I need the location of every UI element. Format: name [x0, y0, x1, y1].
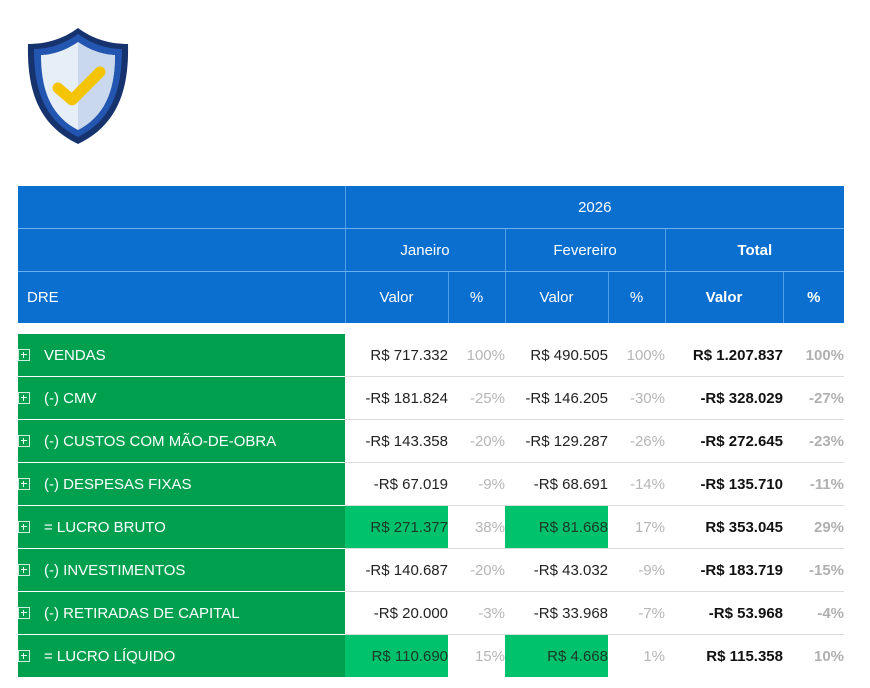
month-header-fevereiro[interactable]: Fevereiro: [504, 228, 665, 272]
cell-jan-pct: -20%: [448, 419, 505, 463]
table-row-cmv: (-) CMV -R$ 181.824 -25% -R$ 146.205 -30…: [18, 376, 845, 420]
col-header-valor-total[interactable]: Valor: [664, 271, 783, 323]
cell-total-valor: -R$ 53.968: [665, 591, 783, 635]
table-row-retiradas-de-capital: (-) RETIRADAS DE CAPITAL -R$ 20.000 -3% …: [18, 591, 845, 635]
col-header-pct-total[interactable]: %: [782, 271, 845, 323]
cell-total-valor: R$ 353.045: [665, 505, 783, 549]
table-row-investimentos: (-) INVESTIMENTOS -R$ 140.687 -20% -R$ 4…: [18, 548, 845, 592]
cell-jan-pct: 38%: [448, 505, 505, 549]
cell-jan-pct: 15%: [448, 634, 505, 677]
cell-feb-valor: -R$ 68.691: [505, 462, 608, 506]
cell-feb-pct: 17%: [608, 505, 665, 549]
cell-feb-pct: 100%: [608, 334, 665, 377]
cell-total-pct: -4%: [783, 591, 845, 635]
cell-jan-valor: R$ 717.332: [345, 334, 448, 377]
total-header[interactable]: Total: [664, 228, 845, 272]
cell-feb-pct: -7%: [608, 591, 665, 635]
col-header-pct-feb[interactable]: %: [607, 271, 665, 323]
shield-check-logo: [22, 24, 134, 148]
table-row-lucro-bruto: = LUCRO BRUTO R$ 271.377 38% R$ 81.668 1…: [18, 505, 845, 549]
cell-feb-valor: -R$ 129.287: [505, 419, 608, 463]
cell-jan-valor: -R$ 67.019: [345, 462, 448, 506]
header-corner: [18, 186, 345, 229]
year-header[interactable]: 2026: [344, 186, 845, 229]
expand-icon[interactable]: [18, 434, 30, 447]
cell-feb-valor: -R$ 146.205: [505, 376, 608, 420]
cell-total-valor: -R$ 135.710: [665, 462, 783, 506]
cell-jan-pct: -25%: [448, 376, 505, 420]
cell-jan-valor: -R$ 140.687: [345, 548, 448, 592]
cell-feb-valor: R$ 490.505: [505, 334, 608, 377]
cell-feb-pct: -26%: [608, 419, 665, 463]
table-row-despesas-fixas: (-) DESPESAS FIXAS -R$ 67.019 -9% -R$ 68…: [18, 462, 845, 506]
cell-total-pct: -27%: [783, 376, 845, 420]
cell-jan-valor: -R$ 143.358: [345, 419, 448, 463]
cell-total-pct: -15%: [783, 548, 845, 592]
cell-jan-pct: -9%: [448, 462, 505, 506]
expand-icon[interactable]: [18, 563, 30, 576]
cell-feb-valor: -R$ 43.032: [505, 548, 608, 592]
cell-total-pct: 29%: [783, 505, 845, 549]
row-label[interactable]: (-) RETIRADAS DE CAPITAL: [18, 591, 345, 635]
expand-icon[interactable]: [18, 391, 30, 404]
expand-icon[interactable]: [18, 348, 30, 361]
cell-feb-pct: -9%: [608, 548, 665, 592]
cell-total-valor: -R$ 183.719: [665, 548, 783, 592]
row-label[interactable]: (-) CUSTOS COM MÃO-DE-OBRA: [18, 419, 345, 463]
cell-jan-valor: -R$ 20.000: [345, 591, 448, 635]
cell-total-pct: -23%: [783, 419, 845, 463]
row-label[interactable]: (-) CMV: [18, 376, 345, 420]
cell-jan-pct: -3%: [448, 591, 505, 635]
month-header-janeiro[interactable]: Janeiro: [344, 228, 505, 272]
cell-feb-valor: R$ 4.668: [505, 634, 608, 677]
cell-total-pct: -11%: [783, 462, 845, 506]
cell-feb-pct: -14%: [608, 462, 665, 506]
cell-jan-pct: 100%: [448, 334, 505, 377]
cell-jan-pct: -20%: [448, 548, 505, 592]
cell-feb-valor: -R$ 33.968: [505, 591, 608, 635]
expand-icon[interactable]: [18, 520, 30, 533]
cell-feb-pct: 1%: [608, 634, 665, 677]
header-corner-2: [18, 228, 345, 272]
cell-feb-valor: R$ 81.668: [505, 505, 608, 549]
col-header-pct-jan[interactable]: %: [447, 271, 505, 323]
dre-header[interactable]: DRE: [18, 271, 345, 323]
col-header-valor-feb[interactable]: Valor: [504, 271, 608, 323]
cell-jan-valor: -R$ 181.824: [345, 376, 448, 420]
expand-icon[interactable]: [18, 606, 30, 619]
row-label[interactable]: VENDAS: [18, 334, 345, 377]
cell-total-valor: -R$ 328.029: [665, 376, 783, 420]
cell-total-valor: R$ 1.207.837: [665, 334, 783, 377]
cell-total-pct: 10%: [783, 634, 845, 677]
cell-jan-valor: R$ 271.377: [345, 505, 448, 549]
cell-total-valor: -R$ 272.645: [665, 419, 783, 463]
cell-feb-pct: -30%: [608, 376, 665, 420]
cell-total-pct: 100%: [783, 334, 845, 377]
table-row-custos-mao-de-obra: (-) CUSTOS COM MÃO-DE-OBRA -R$ 143.358 -…: [18, 419, 845, 463]
table-row-vendas: VENDAS R$ 717.332 100% R$ 490.505 100% R…: [18, 334, 845, 377]
row-label[interactable]: (-) INVESTIMENTOS: [18, 548, 345, 592]
expand-icon[interactable]: [18, 477, 30, 490]
row-label[interactable]: (-) DESPESAS FIXAS: [18, 462, 345, 506]
dre-table: 2026 Janeiro Fevereiro Total DRE Valor %…: [18, 186, 845, 677]
shield-check-icon: [27, 28, 129, 144]
table-row-lucro-liquido: = LUCRO LÍQUIDO R$ 110.690 15% R$ 4.668 …: [18, 634, 845, 677]
row-label[interactable]: = LUCRO LÍQUIDO: [18, 634, 345, 677]
expand-icon[interactable]: [18, 649, 30, 662]
col-header-valor-jan[interactable]: Valor: [344, 271, 448, 323]
cell-jan-valor: R$ 110.690: [345, 634, 448, 677]
row-label[interactable]: = LUCRO BRUTO: [18, 505, 345, 549]
cell-total-valor: R$ 115.358: [665, 634, 783, 677]
